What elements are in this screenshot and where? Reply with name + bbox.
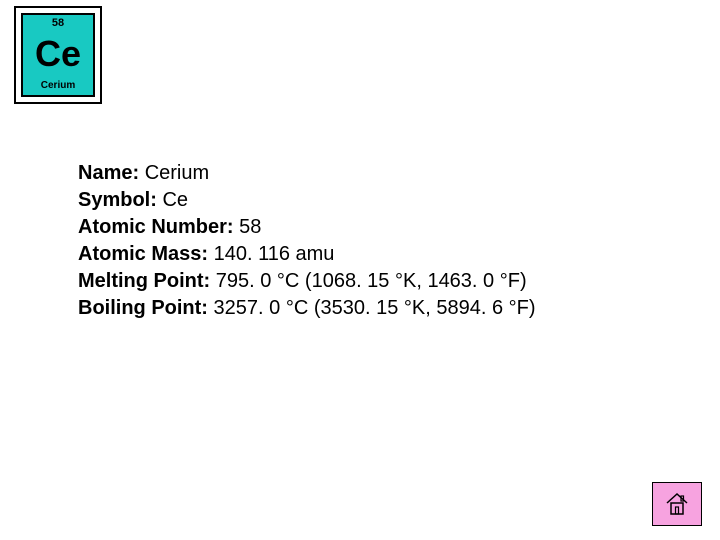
tile-name: Cerium [41,80,75,91]
element-tile: 58 Ce Cerium [14,6,102,104]
home-button[interactable] [652,482,702,526]
value-atomic-number: 58 [234,216,262,238]
element-tile-inner: 58 Ce Cerium [21,13,95,97]
value-melting-point: 795. 0 °C (1068. 15 °K, 1463. 0 °F) [210,270,526,292]
info-row-boiling-point: Boiling Point: 3257. 0 °C (3530. 15 °K, … [78,295,536,322]
element-info: Name: Cerium Symbol: Ce Atomic Number: 5… [78,160,536,322]
tile-atomic-number: 58 [52,17,64,29]
tile-symbol: Ce [35,36,81,72]
label-atomic-number: Atomic Number: [78,216,234,238]
label-melting-point: Melting Point: [78,270,210,292]
label-symbol: Symbol: [78,189,157,211]
info-row-melting-point: Melting Point: 795. 0 °C (1068. 15 °K, 1… [78,268,536,295]
info-row-atomic-mass: Atomic Mass: 140. 116 amu [78,241,536,268]
home-icon [663,491,691,517]
label-atomic-mass: Atomic Mass: [78,243,208,265]
label-boiling-point: Boiling Point: [78,297,208,319]
info-row-atomic-number: Atomic Number: 58 [78,214,536,241]
value-name: Cerium [139,162,209,184]
value-symbol: Ce [157,189,188,211]
value-boiling-point: 3257. 0 °C (3530. 15 °K, 5894. 6 °F) [208,297,536,319]
value-atomic-mass: 140. 116 amu [208,243,334,265]
label-name: Name: [78,162,139,184]
info-row-name: Name: Cerium [78,160,536,187]
info-row-symbol: Symbol: Ce [78,187,536,214]
